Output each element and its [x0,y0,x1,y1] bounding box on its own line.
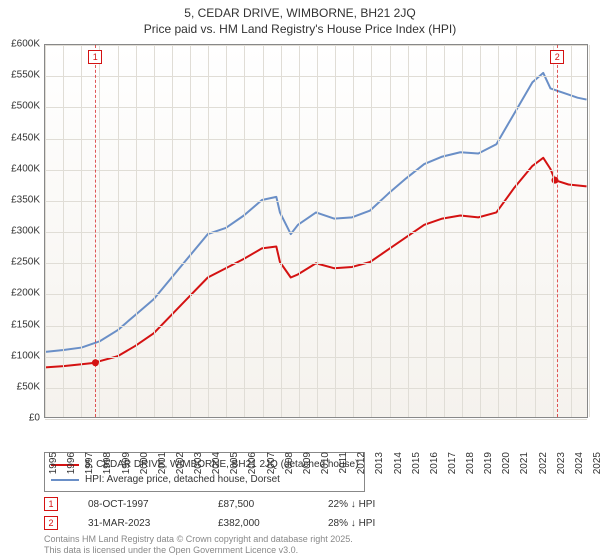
x-tick-label: 2006 [247,452,258,474]
sale-date: 08-OCT-1997 [88,499,188,510]
sale-date: 31-MAR-2023 [88,518,188,529]
legend-swatch [51,479,79,481]
plot-marker-badge: 2 [550,50,564,64]
x-tick-label: 2002 [175,452,186,474]
y-tick-label: £200K [11,288,40,299]
footer-attribution: Contains HM Land Registry data © Crown c… [44,534,353,557]
series-line-hpi [45,73,586,352]
x-tick-label: 1996 [66,452,77,474]
x-tick-label: 2015 [411,452,422,474]
x-tick-label: 2023 [556,452,567,474]
y-tick-label: £400K [11,163,40,174]
x-tick-label: 2014 [393,452,404,474]
y-tick-label: £250K [11,257,40,268]
x-tick-label: 2019 [483,452,494,474]
x-tick-label: 1998 [102,452,113,474]
y-tick-label: £500K [11,101,40,112]
x-tick-label: 2016 [429,452,440,474]
sale-marker-row: 1 08-OCT-1997 £87,500 22% ↓ HPI [44,497,375,511]
y-tick-label: £600K [11,39,40,50]
x-tick-label: 2001 [157,452,168,474]
x-tick-label: 2010 [320,452,331,474]
y-tick-label: £550K [11,70,40,81]
plot-area: 12 [44,44,588,418]
x-tick-label: 2004 [211,452,222,474]
title-line-2: Price paid vs. HM Land Registry's House … [0,22,600,38]
sale-marker-row: 2 31-MAR-2023 £382,000 28% ↓ HPI [44,516,375,530]
x-tick-label: 2020 [501,452,512,474]
x-tick-label: 2018 [465,452,476,474]
x-tick-label: 1995 [48,452,59,474]
x-tick-label: 2022 [538,452,549,474]
x-tick-label: 2003 [193,452,204,474]
x-tick-label: 2021 [519,452,530,474]
sale-delta: 22% ↓ HPI [328,499,375,510]
title-line-1: 5, CEDAR DRIVE, WIMBORNE, BH21 2JQ [0,6,600,22]
y-tick-label: £300K [11,226,40,237]
y-tick-label: £350K [11,194,40,205]
x-tick-label: 2012 [356,452,367,474]
marker-badge: 1 [44,497,58,511]
x-tick-label: 2008 [284,452,295,474]
x-tick-label: 2017 [447,452,458,474]
legend-label: HPI: Average price, detached house, Dors… [85,472,280,487]
x-tick-label: 2025 [592,452,600,474]
y-tick-label: £0 [29,413,40,424]
x-tick-label: 2000 [139,452,150,474]
y-tick-label: £150K [11,319,40,330]
marker-badge: 2 [44,516,58,530]
chart-title: 5, CEDAR DRIVE, WIMBORNE, BH21 2JQ Price… [0,0,600,37]
x-tick-label: 1997 [84,452,95,474]
x-tick-label: 2005 [229,452,240,474]
y-tick-label: £450K [11,132,40,143]
x-tick-label: 2011 [338,452,349,474]
x-tick-label: 2007 [266,452,277,474]
chart-container: 5, CEDAR DRIVE, WIMBORNE, BH21 2JQ Price… [0,0,600,560]
x-tick-label: 2009 [302,452,313,474]
plot-marker-badge: 1 [88,50,102,64]
footer-line-2: This data is licensed under the Open Gov… [44,545,353,556]
sale-delta: 28% ↓ HPI [328,518,375,529]
line-series-svg [45,45,587,417]
sale-price: £382,000 [218,518,298,529]
x-tick-label: 2013 [374,452,385,474]
footer-line-1: Contains HM Land Registry data © Crown c… [44,534,353,545]
y-tick-label: £50K [17,381,40,392]
x-tick-label: 1999 [121,452,132,474]
sale-price: £87,500 [218,499,298,510]
x-tick-label: 2024 [574,452,585,474]
y-tick-label: £100K [11,350,40,361]
legend-item: HPI: Average price, detached house, Dors… [51,472,358,487]
